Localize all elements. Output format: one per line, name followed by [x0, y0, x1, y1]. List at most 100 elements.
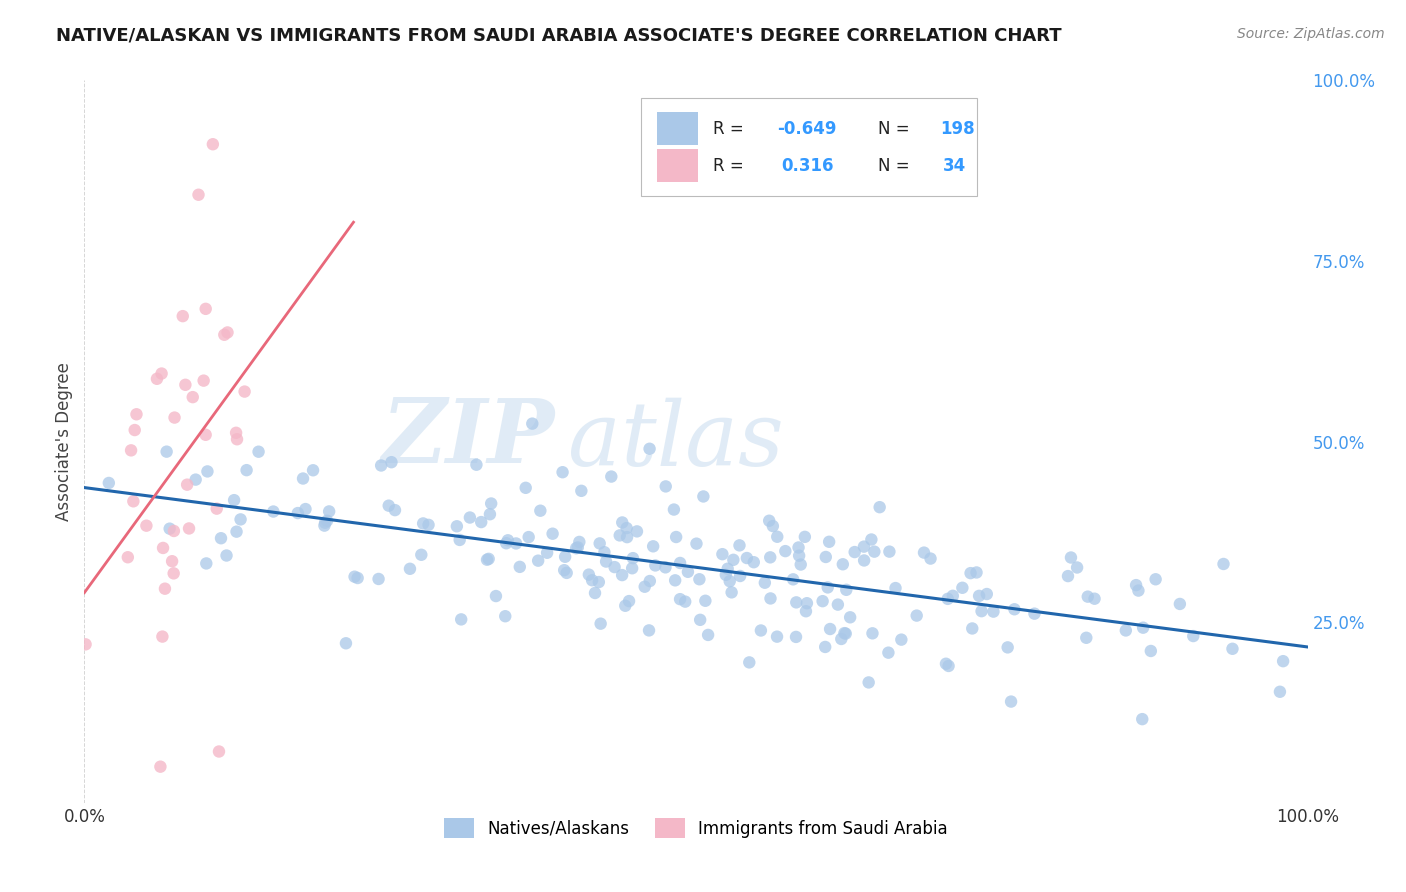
Point — [367, 572, 389, 586]
Point — [174, 377, 197, 392]
Point — [835, 582, 858, 597]
Point — [766, 630, 789, 644]
Point — [735, 551, 758, 566]
Point — [818, 622, 841, 636]
Point — [446, 519, 468, 533]
Point — [938, 659, 960, 673]
Point — [785, 595, 807, 609]
Point — [879, 544, 901, 558]
Point — [762, 519, 785, 533]
Point — [695, 594, 717, 608]
Point — [638, 574, 661, 588]
Point — [793, 530, 815, 544]
Text: Source: ZipAtlas.com: Source: ZipAtlas.com — [1237, 27, 1385, 41]
Point — [135, 518, 157, 533]
Point — [318, 504, 340, 518]
Point — [1168, 597, 1191, 611]
Point — [494, 609, 516, 624]
Point — [496, 533, 519, 548]
Point — [728, 569, 751, 583]
Point — [844, 545, 866, 559]
Point — [555, 566, 578, 580]
Text: -0.649: -0.649 — [776, 120, 837, 137]
Point — [967, 589, 990, 603]
Text: 0.316: 0.316 — [782, 156, 834, 175]
Point — [235, 463, 257, 477]
Point — [314, 516, 336, 530]
Point — [997, 640, 1019, 655]
Point — [120, 443, 142, 458]
Point — [962, 622, 984, 636]
FancyBboxPatch shape — [657, 112, 699, 145]
Point — [194, 427, 217, 442]
Point — [852, 540, 875, 554]
Point — [759, 591, 782, 606]
Point — [669, 592, 692, 607]
Point — [638, 442, 661, 456]
FancyBboxPatch shape — [657, 149, 699, 182]
Point — [689, 613, 711, 627]
Point — [811, 594, 834, 608]
Text: NATIVE/ALASKAN VS IMMIGRANTS FROM SAUDI ARABIA ASSOCIATE'S DEGREE CORRELATION CH: NATIVE/ALASKAN VS IMMIGRANTS FROM SAUDI … — [56, 27, 1062, 45]
Point — [654, 479, 676, 493]
Point — [160, 554, 183, 568]
Point — [578, 567, 600, 582]
Point — [758, 514, 780, 528]
Point — [685, 536, 707, 550]
Point — [505, 536, 527, 550]
Point — [754, 575, 776, 590]
Point — [479, 496, 502, 510]
Point — [966, 566, 988, 580]
Point — [1066, 560, 1088, 574]
Point — [1140, 644, 1163, 658]
Point — [617, 594, 640, 608]
Point — [614, 599, 637, 613]
Point — [839, 610, 862, 624]
Point — [626, 524, 648, 539]
Point — [335, 636, 357, 650]
Point — [1004, 602, 1026, 616]
Point — [225, 425, 247, 440]
Text: 34: 34 — [943, 156, 966, 175]
Point — [1000, 695, 1022, 709]
Point — [935, 657, 957, 671]
Point — [214, 327, 236, 342]
Point — [177, 521, 200, 535]
Point — [970, 604, 993, 618]
Point — [676, 565, 699, 579]
Point — [163, 524, 186, 538]
Point — [399, 562, 422, 576]
Point — [411, 548, 433, 562]
Point — [853, 553, 876, 567]
Text: N =: N = — [879, 120, 915, 137]
Point — [197, 464, 219, 478]
Point — [465, 458, 488, 472]
Point — [738, 656, 761, 670]
Point — [890, 632, 912, 647]
Point — [163, 566, 186, 581]
Point — [858, 675, 880, 690]
Point — [153, 582, 176, 596]
Point — [673, 594, 696, 608]
Point — [370, 458, 392, 473]
Point — [589, 536, 612, 550]
Point — [485, 589, 508, 603]
Point — [495, 536, 517, 550]
Point — [146, 372, 169, 386]
Point — [785, 630, 807, 644]
Text: R =: R = — [713, 120, 749, 137]
Point — [470, 515, 492, 529]
Point — [976, 587, 998, 601]
Point — [665, 530, 688, 544]
Point — [877, 646, 900, 660]
Point — [302, 463, 325, 477]
Point — [172, 309, 194, 323]
Point — [603, 560, 626, 574]
Point — [156, 444, 179, 458]
Point — [1130, 712, 1153, 726]
Point — [860, 533, 883, 547]
Point — [714, 567, 737, 582]
Point — [920, 551, 942, 566]
Point — [159, 522, 181, 536]
Point — [515, 481, 537, 495]
